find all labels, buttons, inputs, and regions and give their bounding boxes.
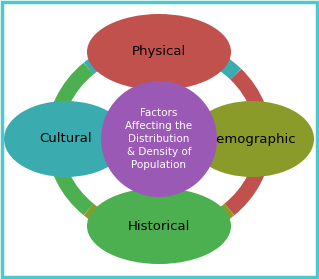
Text: Demographic: Demographic (207, 133, 297, 146)
Text: Cultural: Cultural (40, 133, 92, 146)
Ellipse shape (190, 101, 314, 177)
Ellipse shape (87, 188, 231, 264)
Text: Historical: Historical (128, 220, 190, 232)
Text: Factors
Affecting the
Distribution
& Density of
Population: Factors Affecting the Distribution & Den… (125, 108, 193, 170)
Ellipse shape (4, 101, 128, 177)
Circle shape (101, 81, 217, 197)
Ellipse shape (87, 14, 231, 90)
Text: Physical: Physical (132, 45, 186, 59)
